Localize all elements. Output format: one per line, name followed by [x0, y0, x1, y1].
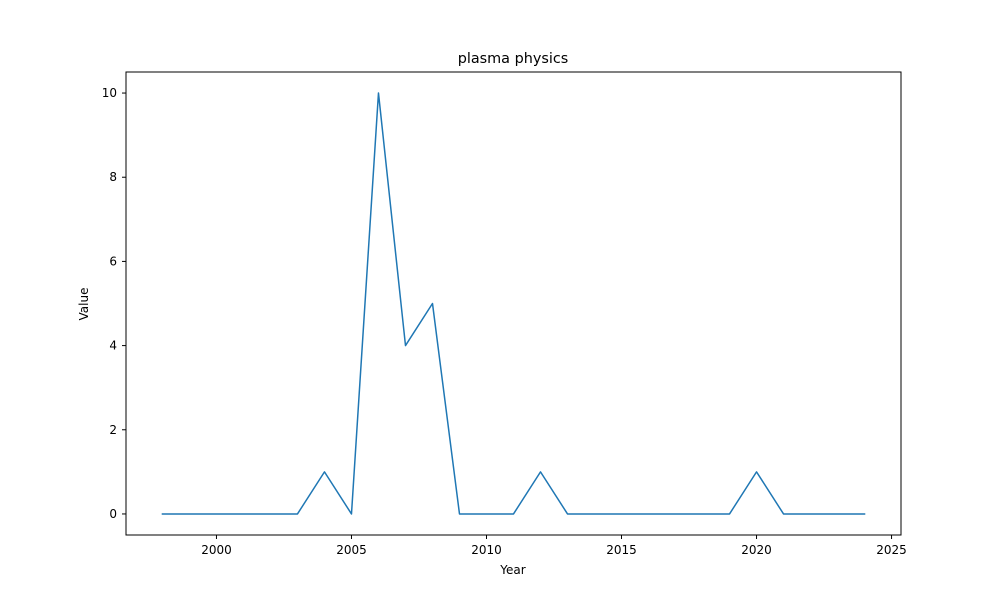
x-axis-ticks: 2000 2005 2010 2015 2020 2025 [201, 535, 907, 557]
x-tick-label: 2005 [336, 543, 367, 557]
x-tick-label: 2025 [876, 543, 907, 557]
x-tick-label: 2010 [471, 543, 502, 557]
x-tick-label: 2000 [201, 543, 232, 557]
plot-frame [125, 71, 902, 536]
y-tick-label: 10 [102, 86, 117, 100]
y-tick-label: 0 [109, 507, 117, 521]
y-axis-label: Value [77, 288, 91, 321]
y-axis-ticks: 0 2 4 6 8 10 [102, 86, 126, 521]
y-tick-label: 4 [109, 339, 117, 353]
y-tick-label: 8 [109, 170, 117, 184]
x-tick-label: 2020 [741, 543, 772, 557]
chart-title: plasma physics [458, 51, 569, 67]
y-tick-label: 6 [109, 254, 117, 268]
x-axis-label: Year [499, 563, 525, 577]
plot-area [161, 92, 866, 515]
series-line-0 [161, 92, 866, 515]
x-tick-label: 2015 [606, 543, 637, 557]
y-tick-label: 2 [109, 423, 117, 437]
